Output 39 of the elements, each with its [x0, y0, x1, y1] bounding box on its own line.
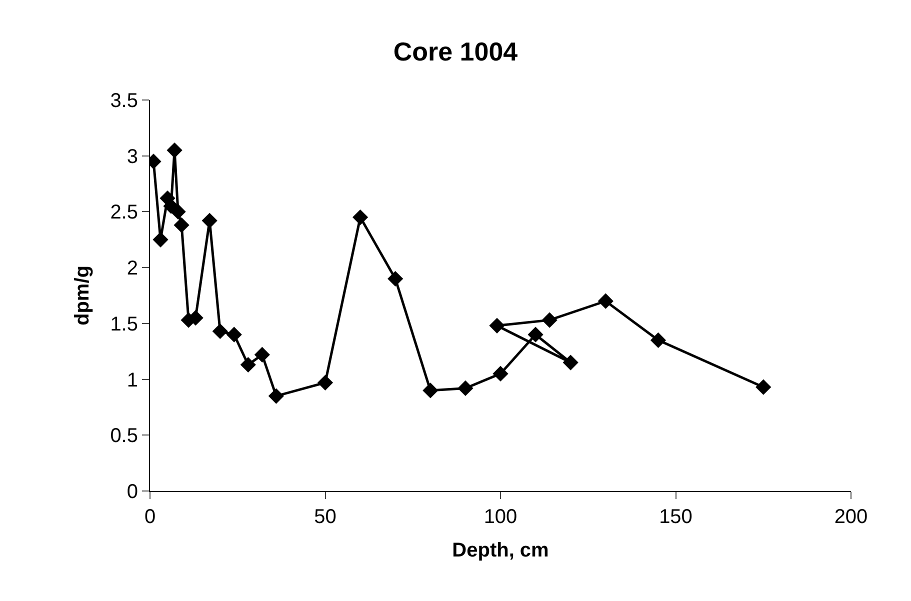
x-tick-label: 100: [484, 506, 518, 528]
y-tick-label: 2: [126, 258, 138, 280]
point: [489, 318, 505, 334]
point: [166, 142, 182, 158]
x-tick-label: 0: [144, 506, 156, 528]
point: [542, 312, 558, 328]
point: [388, 270, 404, 287]
point: [562, 354, 578, 370]
y-tick-label: 1: [126, 369, 138, 392]
point: [202, 212, 218, 228]
point: [170, 204, 186, 220]
x-tick-label: 200: [834, 506, 868, 528]
point: [458, 380, 474, 396]
point: [650, 332, 666, 348]
point: [254, 346, 270, 363]
point: [212, 323, 228, 340]
point: [226, 326, 242, 342]
y-tick-label: 0: [126, 481, 138, 503]
point: [268, 388, 284, 404]
chart-title: Core 1004: [393, 36, 518, 66]
x-axis-title: Depth, cm: [452, 540, 549, 562]
point: [756, 379, 772, 395]
point: [240, 356, 256, 373]
point: [528, 326, 544, 342]
y-tick-label: 3: [126, 146, 138, 168]
x-tick-label: 150: [659, 506, 692, 528]
point: [317, 374, 334, 390]
x-tick-label: 50: [314, 506, 336, 528]
point: [422, 382, 438, 398]
y-tick-label: 0.5: [110, 425, 138, 448]
point: [492, 366, 508, 382]
y-tick-label: 1.5: [110, 313, 138, 336]
point: [174, 217, 190, 233]
point: [152, 232, 168, 248]
y-tick-label: 2.5: [110, 202, 138, 224]
point: [598, 293, 614, 309]
y-tick-label: 3.5: [110, 90, 138, 112]
y-axis-title: dpm/g: [72, 266, 94, 326]
point: [352, 210, 368, 226]
